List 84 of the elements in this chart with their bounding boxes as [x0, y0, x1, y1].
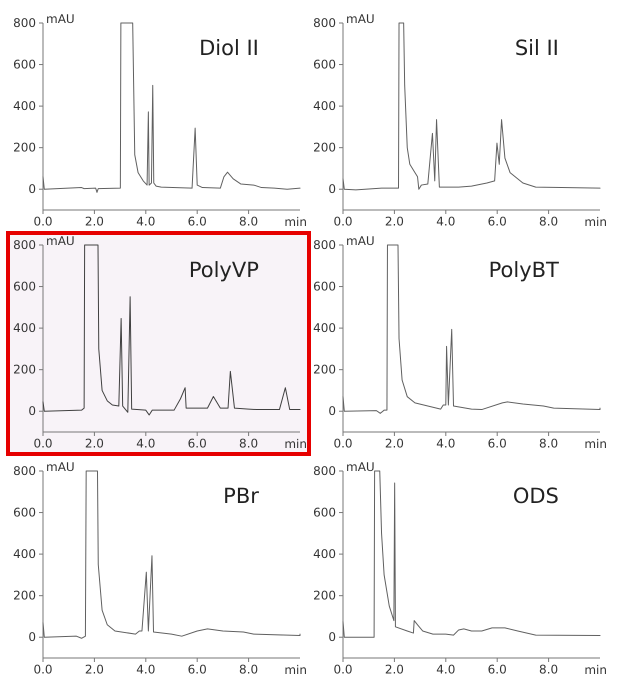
y-tick-label: 0 — [328, 630, 336, 644]
x-tick-label: 0.0 — [33, 662, 53, 677]
x-tick-label: 8.0 — [239, 214, 258, 229]
y-tick-label: 400 — [13, 98, 36, 113]
y-axis-title: mAU — [46, 12, 75, 26]
y-axis-title: mAU — [46, 234, 75, 248]
x-tick-label: 6.0 — [488, 214, 507, 229]
y-axis-title: mAU — [346, 12, 375, 26]
text: ODS — [512, 484, 559, 508]
y-tick-label: 400 — [13, 546, 36, 561]
text: PolyBT — [488, 258, 560, 282]
y-tick-label: 200 — [313, 362, 336, 377]
line-series — [42, 244, 300, 416]
text: Diol II — [199, 36, 259, 60]
x-tick-label: 8.0 — [239, 436, 258, 451]
x-tick-label: 2.0 — [384, 436, 404, 451]
x-tick-label: 4.0 — [436, 436, 456, 451]
y-tick-label: 600 — [313, 505, 336, 520]
x-tick-label: 4.0 — [436, 662, 456, 677]
x-tick-label: 2.0 — [84, 662, 104, 677]
y-tick-label: 200 — [13, 362, 36, 377]
line-series — [42, 470, 300, 639]
x-tick-label: 8.0 — [539, 662, 558, 677]
y-tick-label: 0 — [28, 182, 36, 196]
x-axis-title: min — [584, 215, 607, 229]
y-axis-title: mAU — [346, 234, 375, 248]
x-tick-label: 4.0 — [436, 214, 456, 229]
x-tick-label: 6.0 — [188, 214, 207, 229]
x-axis-title: min — [284, 215, 307, 229]
x-tick-label: 6.0 — [188, 662, 207, 677]
x-axis-title: min — [584, 663, 607, 677]
y-tick-label: 200 — [313, 140, 336, 155]
y-tick-label: 600 — [313, 279, 336, 294]
x-tick-label: 4.0 — [136, 662, 156, 677]
x-axis-title: min — [584, 437, 607, 451]
y-tick-label: 0 — [328, 182, 336, 196]
line-series — [42, 22, 300, 193]
x-tick-label: 0.0 — [333, 214, 353, 229]
x-tick-label: 0.0 — [333, 436, 353, 451]
y-tick-label: 400 — [313, 320, 336, 335]
x-tick-label: 8.0 — [239, 662, 258, 677]
y-axis-title: mAU — [346, 460, 375, 474]
y-tick-label: 400 — [313, 546, 336, 561]
y-tick-label: 0 — [28, 404, 36, 418]
y-tick-label: 0 — [28, 630, 36, 644]
y-tick-label: 600 — [313, 57, 336, 72]
x-tick-label: 2.0 — [84, 214, 104, 229]
y-tick-label: 600 — [13, 279, 36, 294]
y-tick-label: 800 — [313, 464, 336, 478]
y-tick-label: 600 — [13, 57, 36, 72]
x-tick-label: 0.0 — [33, 436, 53, 451]
x-axis-title: min — [284, 437, 307, 451]
text: Sil II — [514, 36, 559, 60]
y-tick-label: 0 — [328, 404, 336, 418]
x-tick-label: 4.0 — [136, 436, 156, 451]
x-tick-label: 8.0 — [539, 214, 558, 229]
x-tick-label: 6.0 — [188, 436, 207, 451]
line-series — [342, 470, 600, 638]
y-tick-label: 800 — [13, 16, 36, 30]
x-tick-label: 2.0 — [384, 662, 404, 677]
y-axis-title: mAU — [46, 460, 75, 474]
x-axis-title: min — [284, 663, 307, 677]
y-tick-label: 600 — [13, 505, 36, 520]
y-tick-label: 200 — [13, 140, 36, 155]
y-tick-label: 800 — [313, 16, 336, 30]
y-tick-label: 400 — [313, 98, 336, 113]
x-tick-label: 4.0 — [136, 214, 156, 229]
line-series — [342, 244, 600, 414]
x-tick-label: 2.0 — [384, 214, 404, 229]
x-tick-label: 0.0 — [33, 214, 53, 229]
y-tick-label: 200 — [13, 588, 36, 603]
y-tick-label: 800 — [313, 238, 336, 252]
x-tick-label: 0.0 — [333, 662, 353, 677]
x-tick-label: 6.0 — [488, 662, 507, 677]
x-tick-label: 2.0 — [84, 436, 104, 451]
text: PolyVP — [188, 258, 259, 282]
y-tick-label: 400 — [13, 320, 36, 335]
y-tick-label: 800 — [13, 238, 36, 252]
line-series — [342, 22, 600, 190]
x-tick-label: 8.0 — [539, 436, 558, 451]
text: PBr — [223, 484, 260, 508]
y-tick-label: 800 — [13, 464, 36, 478]
y-tick-label: 200 — [313, 588, 336, 603]
x-tick-label: 6.0 — [488, 436, 507, 451]
